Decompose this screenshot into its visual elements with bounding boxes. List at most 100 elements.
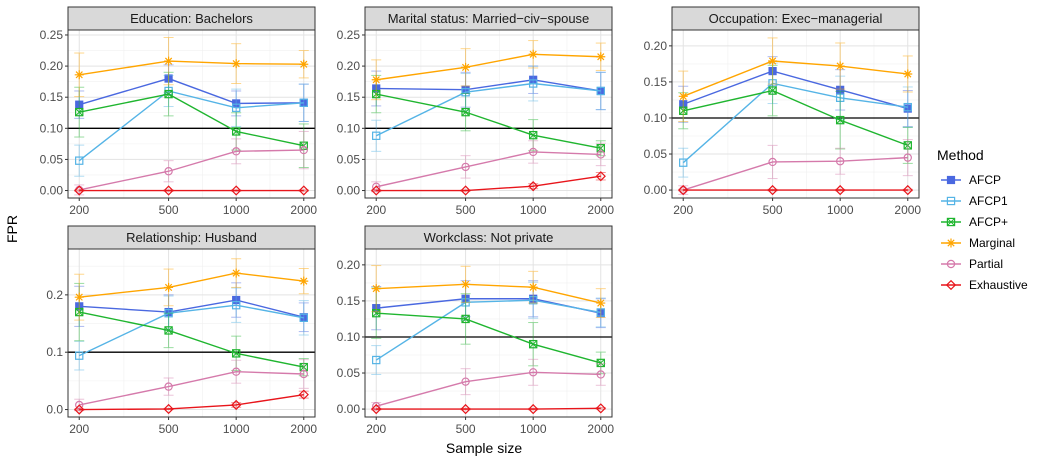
series-line	[79, 311, 304, 368]
y-tick-label: 0.1	[46, 345, 63, 359]
series-afcp	[371, 287, 606, 375]
data-point	[372, 84, 381, 93]
y-tick-label: 0.15	[40, 90, 64, 104]
legend-item-afcp1: AFCP1	[941, 194, 1008, 208]
legend-key-marker	[946, 238, 956, 248]
data-point	[75, 351, 84, 360]
data-point	[231, 268, 241, 278]
series-marginal	[74, 36, 309, 98]
series-line	[79, 93, 304, 147]
data-point	[75, 307, 84, 317]
data-point	[596, 52, 606, 62]
series-line	[376, 175, 601, 192]
series-line	[376, 283, 601, 304]
series-afcp	[678, 56, 913, 128]
series-line	[78, 90, 304, 162]
legend-item-afcp: AFCP	[941, 173, 1001, 187]
data-point	[74, 185, 85, 196]
series-line	[79, 149, 304, 191]
data-point	[903, 141, 912, 150]
x-tick-label: 500	[763, 203, 783, 217]
y-axis: 0.00 0.05 0.10 0.15 0.20 0.25	[337, 28, 365, 198]
data-point	[163, 185, 174, 196]
data-point	[231, 59, 241, 69]
legend-label: AFCP	[969, 173, 1001, 187]
data-point	[298, 185, 309, 196]
data-point	[528, 282, 538, 292]
data-point	[596, 144, 605, 153]
y-tick-label: 0.15	[644, 75, 668, 89]
data-point	[835, 184, 846, 196]
data-point	[595, 403, 606, 414]
data-point	[835, 93, 845, 102]
data-point	[164, 326, 173, 335]
data-point	[164, 74, 173, 83]
data-point	[371, 403, 382, 415]
series-partial	[371, 358, 606, 411]
facet-panels: Education: Bachelors0.000.050.100.150.20…	[40, 6, 921, 436]
y-tick-label: 0.05	[337, 152, 361, 166]
x-tick-label: 2000	[587, 422, 614, 436]
legend-title: Method	[937, 147, 984, 163]
data-point	[74, 70, 84, 80]
plot-area	[365, 249, 612, 417]
x-tick-label: 500	[159, 422, 179, 436]
legend-item-exhaustive: Exhaustive	[941, 278, 1028, 292]
legend-item-partial: Partial	[941, 257, 1003, 271]
data-point	[678, 91, 688, 101]
data-point	[768, 56, 778, 66]
data-point	[75, 302, 84, 311]
plot-area	[672, 30, 919, 198]
data-point	[596, 358, 605, 368]
data-point	[372, 131, 381, 140]
data-point	[372, 401, 381, 411]
data-point	[903, 69, 913, 79]
panel-border	[67, 29, 316, 199]
data-point	[679, 158, 688, 167]
series-exhaustive	[371, 171, 606, 196]
x-tick-label: 1000	[520, 203, 547, 217]
data-point	[164, 56, 174, 66]
series-afcp	[371, 65, 606, 111]
y-tick-label: 0.10	[337, 121, 361, 135]
data-point	[461, 298, 470, 307]
data-point	[232, 295, 241, 305]
data-point	[835, 157, 845, 166]
data-point	[596, 150, 605, 159]
y-tick-label: 0.25	[337, 28, 361, 42]
series-marginal	[678, 37, 913, 123]
legend-label: AFCP1	[969, 194, 1008, 208]
data-point	[231, 147, 241, 156]
series-line	[376, 93, 601, 149]
series-line	[79, 393, 304, 411]
x-tick-label: 500	[456, 422, 476, 436]
data-point	[835, 115, 845, 125]
legend-key-marker	[946, 259, 956, 269]
x-tick-label: 2000	[587, 203, 614, 217]
facet-title: Marital status: Married−civ−spouse	[388, 11, 590, 26]
data-point	[372, 89, 381, 99]
y-tick-label: 0.0	[46, 403, 63, 417]
x-tick-label: 500	[456, 203, 476, 217]
legend-key-marker	[946, 175, 956, 185]
error-bar	[595, 71, 606, 111]
x-tick-label: 200	[69, 203, 89, 217]
data-point	[232, 99, 241, 108]
data-point	[461, 62, 471, 72]
series-line	[376, 371, 601, 407]
x-axis-title: Sample size	[446, 440, 522, 456]
data-point	[528, 339, 538, 349]
series-line	[376, 151, 601, 188]
series-exhaustive	[74, 389, 309, 415]
data-point	[902, 184, 913, 196]
series-line	[376, 407, 601, 410]
data-point	[299, 141, 308, 150]
x-tick-label: 200	[366, 203, 386, 217]
series-line	[79, 60, 304, 76]
data-point	[299, 145, 308, 155]
y-tick-label: 0.00	[337, 402, 361, 416]
y-tick-label: 0.05	[337, 366, 361, 380]
series-line	[682, 70, 908, 110]
data-point	[528, 49, 538, 59]
data-point	[164, 309, 173, 318]
